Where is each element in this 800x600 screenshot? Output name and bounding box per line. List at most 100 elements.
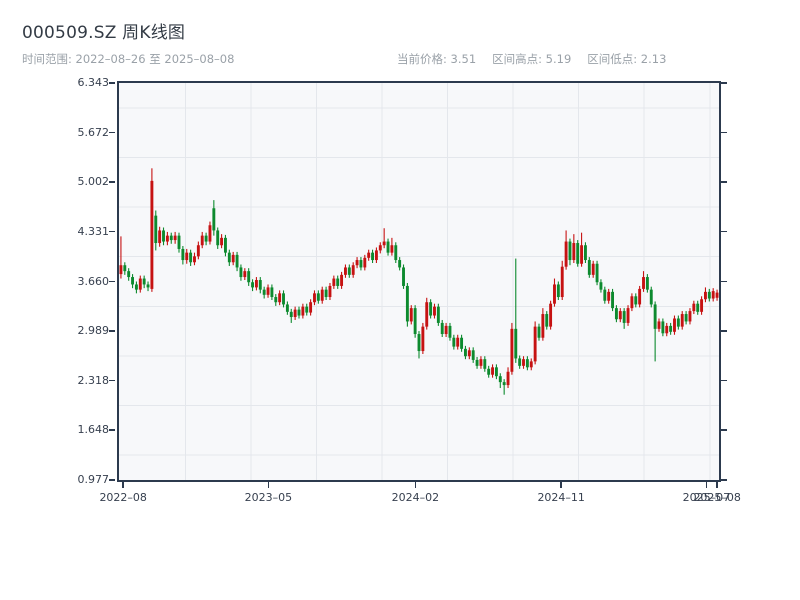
y-tick-label: 1.648 — [77, 423, 110, 437]
candle-up — [522, 356, 525, 369]
candle-up — [510, 322, 514, 375]
stat-item-0: 当前价格: 3.51 — [397, 52, 477, 66]
x-tick-label: 2022–08 — [99, 491, 147, 504]
y-tick-mark — [109, 230, 115, 233]
y-tick-mark — [109, 330, 115, 332]
candle-up — [591, 260, 595, 278]
candle-down — [576, 240, 580, 267]
candle-down — [498, 373, 502, 389]
candle-up — [673, 315, 676, 335]
candle-down — [270, 284, 274, 300]
candle-up — [560, 260, 564, 300]
candle-down — [568, 238, 572, 266]
candle-down — [282, 290, 285, 308]
candle-down — [595, 260, 599, 286]
candle-up — [433, 303, 436, 319]
candle-up — [688, 308, 692, 325]
candle-down — [316, 290, 320, 304]
candle-down — [177, 232, 181, 253]
candle-down — [216, 227, 220, 249]
x-tick-label: 2024–02 — [391, 491, 440, 504]
x-tick-mark — [267, 482, 270, 488]
candle-down — [611, 288, 614, 312]
candle-down — [429, 299, 433, 319]
y-tick-label: 4.331 — [77, 224, 110, 238]
candle-up — [618, 308, 622, 323]
candle-down — [123, 262, 127, 275]
candle-up — [665, 322, 669, 337]
candle-down — [289, 308, 293, 323]
candle-down — [587, 257, 591, 278]
candle-up — [254, 277, 258, 291]
x-tick-mark — [414, 482, 417, 488]
candle-down — [324, 286, 328, 300]
candle-up — [309, 299, 313, 316]
candle-down — [134, 281, 138, 294]
candle-up — [657, 318, 661, 332]
stat-item-2: 区间低点: 2.13 — [587, 52, 667, 66]
date-range-label: 时间范围: 2022–08–26 至 2025–08–08 — [22, 52, 235, 66]
x-tick-mark — [705, 482, 708, 488]
y-tick-label: 2.989 — [77, 324, 110, 338]
candle-down — [649, 286, 653, 308]
x-tick-label: 2023–05 — [244, 491, 293, 504]
candle-down — [146, 281, 150, 292]
candle-down — [359, 257, 363, 271]
y-tick-label: 2.318 — [77, 373, 110, 387]
candle-up — [220, 234, 224, 249]
candle-up — [340, 271, 344, 289]
x-tick-label: 2025–07 — [682, 491, 731, 504]
candle-up — [692, 300, 696, 315]
candle-up — [549, 300, 553, 330]
candle-up — [150, 168, 154, 292]
candle-down — [599, 279, 603, 293]
candle-up — [553, 278, 556, 307]
y-tick-mark — [721, 429, 727, 431]
y-tick-mark — [721, 181, 727, 183]
candle-down — [204, 232, 208, 246]
candle-up — [467, 347, 471, 360]
candle-down — [645, 274, 649, 293]
candle-up — [421, 322, 425, 355]
candle-up — [208, 221, 212, 245]
candle-up — [444, 322, 448, 337]
y-tick-label: 3.660 — [77, 274, 110, 288]
candle-down — [487, 365, 491, 378]
candle-down — [394, 242, 398, 264]
stat-item-1: 区间高点: 5.19 — [492, 52, 572, 66]
candle-down — [239, 264, 243, 281]
y-tick-mark — [721, 479, 727, 481]
candle-up — [390, 237, 394, 256]
candle-up — [278, 290, 282, 306]
candle-down — [305, 303, 309, 316]
candle-down — [471, 347, 475, 363]
candle-up — [564, 230, 568, 270]
y-tick-mark — [109, 479, 115, 481]
candle-down — [297, 306, 301, 319]
y-tick-label: 6.343 — [77, 76, 110, 89]
price-stats: 当前价格: 3.51 区间高点: 5.19 区间低点: 2.13 — [397, 51, 682, 67]
candle-up — [626, 305, 630, 326]
candle-up — [638, 285, 642, 308]
candle-down — [262, 286, 266, 299]
candle-up — [138, 275, 142, 293]
candle-down — [274, 294, 278, 306]
candle-down — [502, 379, 506, 395]
candle-up — [506, 367, 510, 389]
candle-up — [328, 282, 332, 300]
candle-up — [196, 241, 200, 260]
y-tick-mark — [721, 82, 727, 84]
candle-up — [533, 321, 537, 365]
candle-down — [224, 234, 227, 257]
x-tick-label: 2025–08 — [693, 491, 741, 504]
candle-down — [258, 277, 262, 294]
candle-down — [235, 251, 239, 272]
candle-up — [700, 296, 704, 315]
candle-down — [494, 364, 498, 380]
candle-down — [684, 311, 688, 325]
candle-down — [417, 331, 421, 359]
candle-down — [661, 318, 665, 337]
candle-down — [452, 334, 456, 350]
y-tick-mark — [721, 379, 727, 382]
candle-up — [456, 334, 460, 350]
